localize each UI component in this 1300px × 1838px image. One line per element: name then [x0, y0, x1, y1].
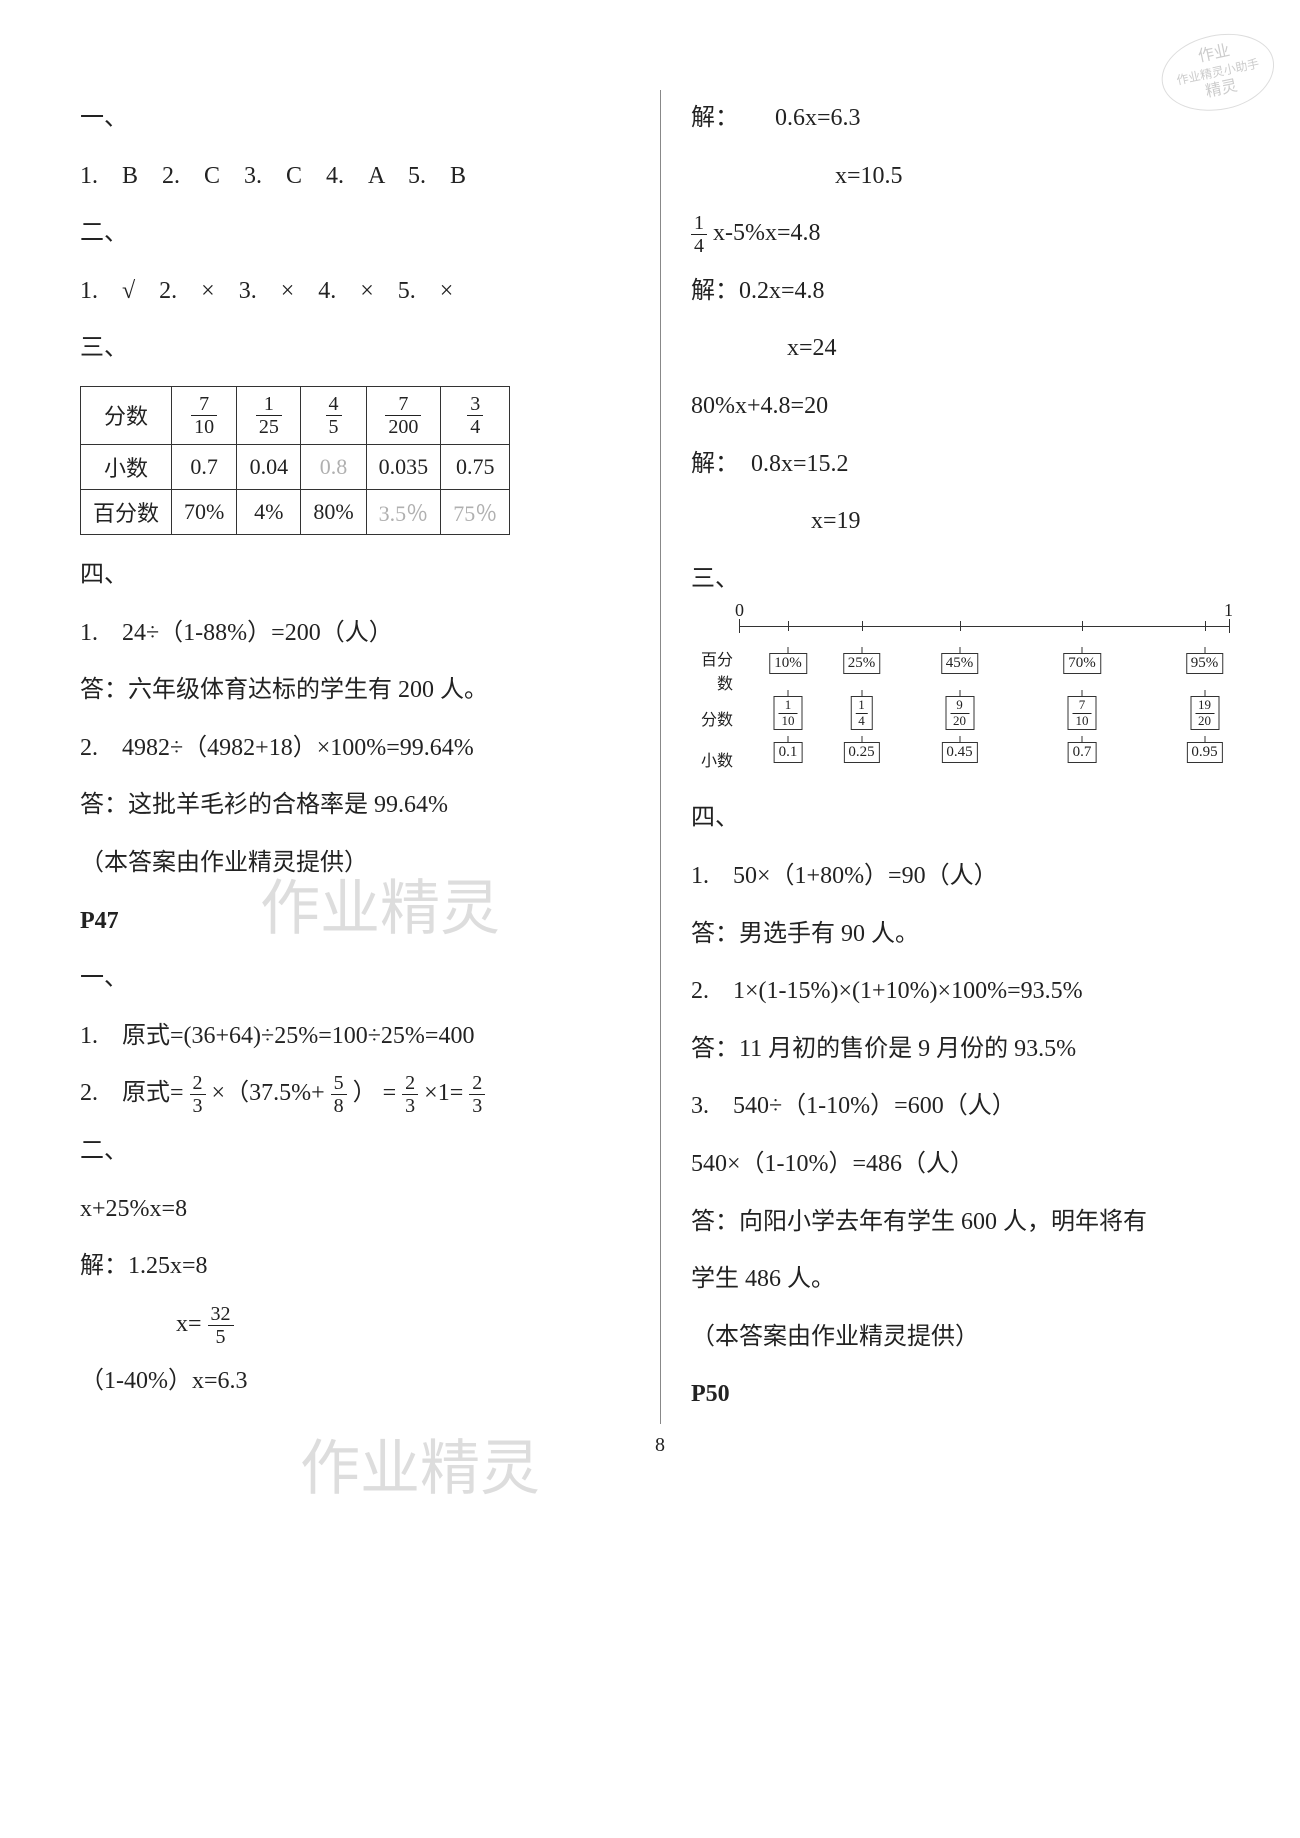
page: 作业 作业精灵小助手 精灵 一、 1. B 2. C 3. C 4. A 5. …	[0, 0, 1300, 1497]
equation-line: 14 x-5%x=4.8	[691, 205, 1240, 263]
cell: 710	[172, 386, 237, 444]
cell: 0.8	[301, 444, 366, 489]
note-line: （本答案由作业精灵提供）	[691, 1309, 1240, 1367]
table-row: 百分数 70% 4% 80% 3.5％ 75％	[81, 489, 510, 534]
answer-line: 答：六年级体育达标的学生有 200 人。	[80, 662, 630, 720]
question-line: 540×（1-10%）=486（人）	[691, 1136, 1240, 1194]
row-label: 小数	[81, 444, 172, 489]
table-row: 分数 710 125 45 7200 34	[81, 386, 510, 444]
question-line: 3. 540÷（1-10%）=600（人）	[691, 1078, 1240, 1136]
answer-line: 答：这批羊毛衫的合格率是 99.64%	[80, 777, 630, 835]
answer-line: 答：向阳小学去年有学生 600 人，明年将有	[691, 1194, 1240, 1252]
section-heading: 二、	[80, 1123, 630, 1181]
right-column: 解： 0.6x=6.3 x=10.5 14 x-5%x=4.8 解：0.2x=4…	[660, 90, 1240, 1424]
page-number: 8	[80, 1434, 1240, 1457]
answer-line: 答：11 月初的售价是 9 月份的 93.5%	[691, 1021, 1240, 1079]
equation-line: 1. 原式=(36+64)÷25%=100÷25%=400	[80, 1008, 630, 1066]
cell: 70%	[172, 489, 237, 534]
row-label: 分数	[81, 386, 172, 444]
question-line: 2. 4982÷（4982+18）×100%=99.64%	[80, 720, 630, 778]
section-heading: 四、	[80, 547, 630, 605]
equation-line: 解： 0.8x=15.2	[691, 436, 1240, 494]
equation-line: x+25%x=8	[80, 1181, 630, 1239]
cell: 3.5％	[366, 489, 441, 534]
cell: 7200	[366, 386, 441, 444]
section-heading: 四、	[691, 790, 1240, 848]
cell: 125	[237, 386, 301, 444]
answer-line: 学生 486 人。	[691, 1251, 1240, 1309]
numberline-row-decimal: 小数 0.1 0.25 0.45 0.7 0.95	[691, 742, 1240, 776]
cell: 0.7	[172, 444, 237, 489]
equation-line: x= 325	[80, 1296, 630, 1354]
table-row: 小数 0.7 0.04 0.8 0.035 0.75	[81, 444, 510, 489]
question-line: 2. 1×(1-15%)×(1+10%)×100%=93.5%	[691, 963, 1240, 1021]
number-line-axis: 0 1	[739, 616, 1229, 644]
cell: 75％	[441, 489, 510, 534]
cell: 34	[441, 386, 510, 444]
equation-line: x=10.5	[691, 148, 1240, 206]
note-line: （本答案由作业精灵提供）	[80, 835, 630, 893]
two-column-layout: 一、 1. B 2. C 3. C 4. A 5. B 二、 1. √ 2. ×…	[80, 90, 1240, 1424]
number-line-diagram: 0 1 百分数 10% 25%	[691, 616, 1240, 776]
fraction-decimal-percent-table: 分数 710 125 45 7200 34 小数 0.7 0.04 0.8 0.…	[80, 386, 510, 535]
equation-line: 解：0.2x=4.8	[691, 263, 1240, 321]
cell: 4%	[237, 489, 301, 534]
page-ref: P50	[691, 1366, 1240, 1424]
equation-line: 2. 原式= 23 ×（37.5%+ 58 ） = 23 ×1= 23	[80, 1065, 630, 1123]
numberline-row-fraction: 分数 110 14 920 710 1920	[691, 696, 1240, 740]
equation-line: x=19	[691, 493, 1240, 551]
equation-line: 80%x+4.8=20	[691, 378, 1240, 436]
section-heading: 三、	[80, 320, 630, 378]
equation-line: 解： 0.6x=6.3	[691, 90, 1240, 148]
equation-line: 解：1.25x=8	[80, 1238, 630, 1296]
cell: 0.035	[366, 444, 441, 489]
row-label: 百分数	[81, 489, 172, 534]
cell: 45	[301, 386, 366, 444]
section-heading: 一、	[80, 950, 630, 1008]
equation-line: x=24	[691, 320, 1240, 378]
cell: 0.04	[237, 444, 301, 489]
answer-line: 答：男选手有 90 人。	[691, 906, 1240, 964]
cell: 0.75	[441, 444, 510, 489]
section-heading: 三、	[691, 551, 1240, 609]
answers-row: 1. √ 2. × 3. × 4. × 5. ×	[80, 263, 630, 321]
left-column: 一、 1. B 2. C 3. C 4. A 5. B 二、 1. √ 2. ×…	[80, 90, 660, 1424]
equation-line: （1-40%）x=6.3	[80, 1353, 630, 1411]
cell: 80%	[301, 489, 366, 534]
answers-row: 1. B 2. C 3. C 4. A 5. B	[80, 148, 630, 206]
section-heading: 一、	[80, 90, 630, 148]
page-ref: P47	[80, 893, 630, 951]
question-line: 1. 24÷（1-88%）=200（人）	[80, 605, 630, 663]
section-heading: 二、	[80, 205, 630, 263]
numberline-row-percent: 百分数 10% 25% 45% 70% 95%	[691, 646, 1240, 694]
question-line: 1. 50×（1+80%）=90（人）	[691, 848, 1240, 906]
